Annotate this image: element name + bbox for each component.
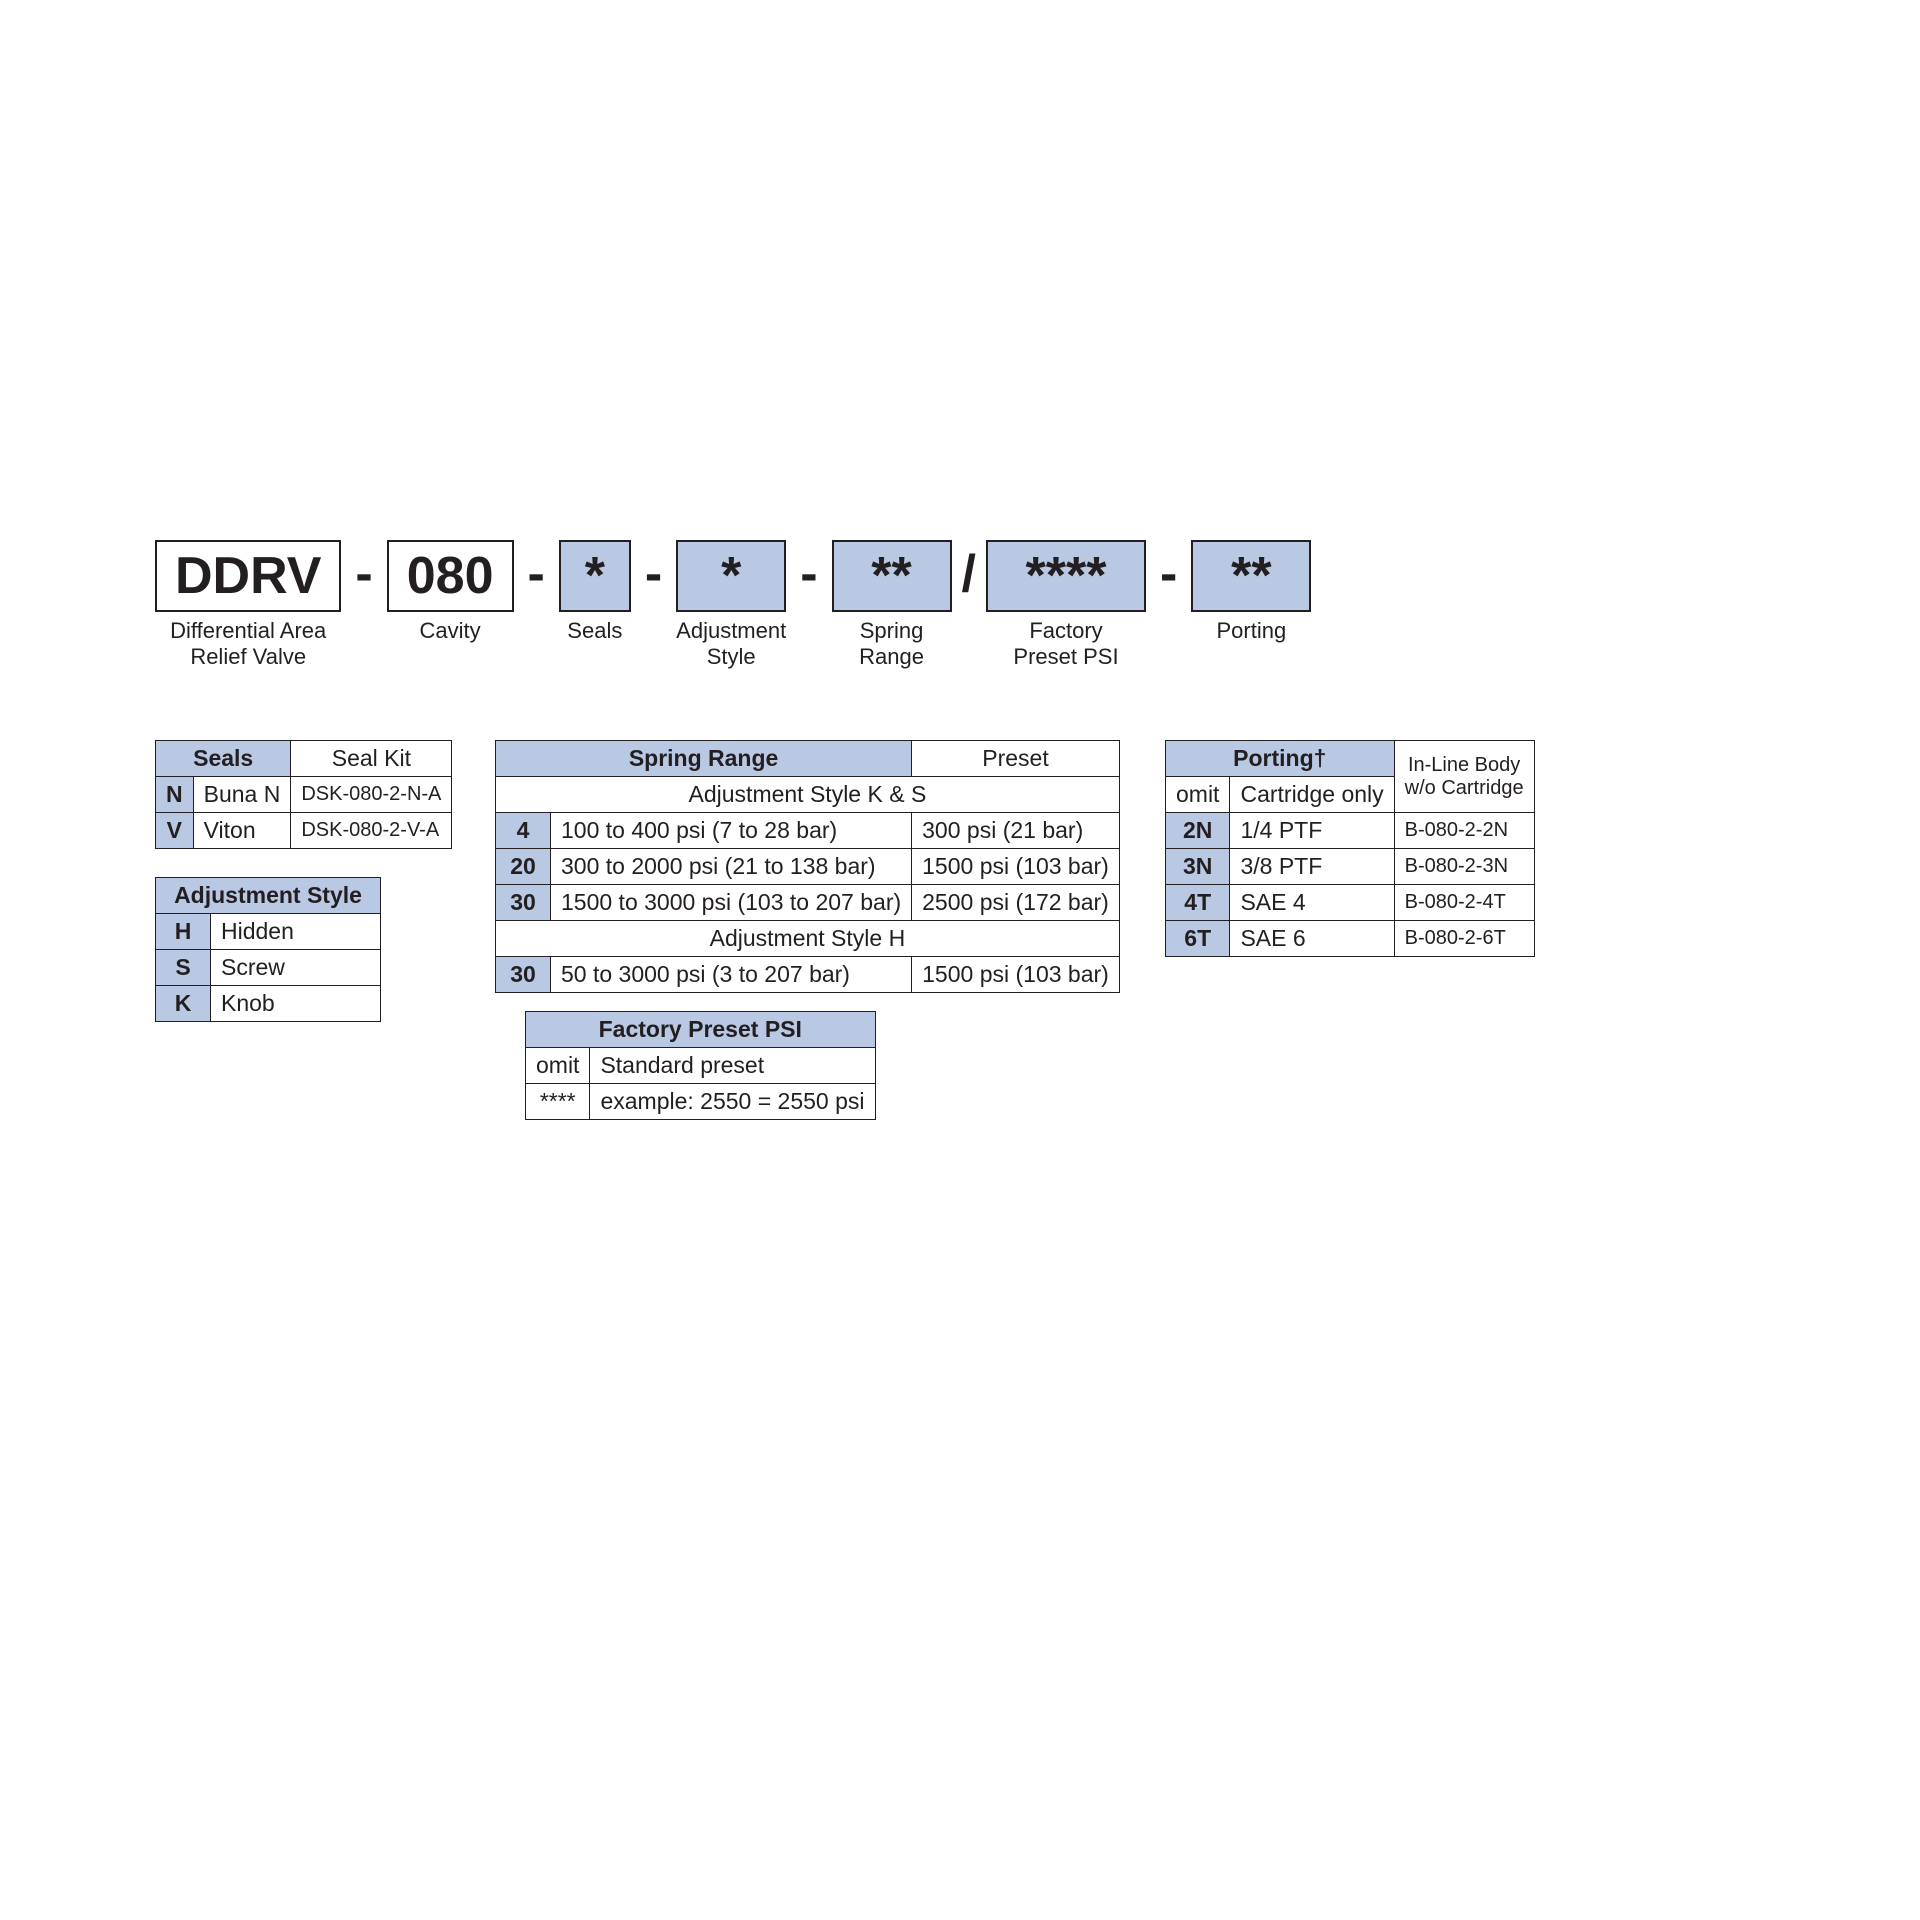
seg-cavity: 080 Cavity: [387, 540, 514, 644]
page: DDRV Differential Area Relief Valve - 08…: [0, 0, 1920, 1920]
label-cavity: Cavity: [420, 618, 481, 644]
table-row: 30 50 to 3000 psi (3 to 207 bar) 1500 ps…: [496, 957, 1120, 993]
label-seals: Seals: [567, 618, 622, 644]
middle-column: Spring Range Preset Adjustment Style K &…: [495, 740, 1120, 1120]
label-porting: Porting: [1216, 618, 1286, 644]
table-row: 4T SAE 4 B-080-2-4T: [1166, 885, 1535, 921]
dash-icon: -: [341, 540, 386, 600]
table-row: 4 100 to 400 psi (7 to 28 bar) 300 psi (…: [496, 813, 1120, 849]
seals-header: Seals: [156, 741, 291, 777]
label-ddrv: Differential Area Relief Valve: [170, 618, 326, 671]
table-row: S Screw: [156, 950, 381, 986]
sealkit-header: Seal Kit: [291, 741, 452, 777]
spring-sub-h: Adjustment Style H: [496, 921, 1120, 957]
box-seals: *: [559, 540, 631, 612]
seg-ddrv: DDRV Differential Area Relief Valve: [155, 540, 341, 671]
dash-icon: -: [1146, 540, 1191, 600]
table-row: N Buna N DSK-080-2-N-A: [156, 777, 452, 813]
table-row: 3N 3/8 PTF B-080-2-3N: [1166, 849, 1535, 885]
table-row: V Viton DSK-080-2-V-A: [156, 813, 452, 849]
factory-header: Factory Preset PSI: [526, 1012, 876, 1048]
right-column: Porting† In-Line Body w/o Cartridge omit…: [1165, 740, 1535, 957]
spring-table: Spring Range Preset Adjustment Style K &…: [495, 740, 1120, 993]
table-row: H Hidden: [156, 914, 381, 950]
table-row: **** example: 2550 = 2550 psi: [526, 1084, 876, 1120]
adjstyle-header: Adjustment Style: [156, 878, 381, 914]
preset-header: Preset: [912, 741, 1120, 777]
label-factory: Factory Preset PSI: [1013, 618, 1118, 671]
box-adjstyle: *: [676, 540, 786, 612]
porting-header: Porting†: [1166, 741, 1395, 777]
spring-header: Spring Range: [496, 741, 912, 777]
seg-adjstyle: * Adjustment Style: [676, 540, 786, 671]
table-row: 30 1500 to 3000 psi (103 to 207 bar) 250…: [496, 885, 1120, 921]
box-factory: ****: [986, 540, 1146, 612]
label-spring: Spring Range: [859, 618, 924, 671]
seg-seals: * Seals: [559, 540, 631, 644]
seals-table: Seals Seal Kit N Buna N DSK-080-2-N-A V …: [155, 740, 452, 849]
seg-factory: **** Factory Preset PSI: [986, 540, 1146, 671]
left-column: Seals Seal Kit N Buna N DSK-080-2-N-A V …: [155, 740, 452, 1022]
spring-sub-ks: Adjustment Style K & S: [496, 777, 1120, 813]
label-adjstyle: Adjustment Style: [676, 618, 786, 671]
dash-icon: -: [786, 540, 831, 600]
dash-icon: -: [631, 540, 676, 600]
dash-icon: -: [514, 540, 559, 600]
box-cavity: 080: [387, 540, 514, 612]
slash-icon: /: [952, 540, 986, 600]
table-row: 2N 1/4 PTF B-080-2-2N: [1166, 813, 1535, 849]
seg-spring: ** Spring Range: [832, 540, 952, 671]
adjstyle-table: Adjustment Style H Hidden S Screw K Knob: [155, 877, 381, 1022]
table-row: omit Standard preset: [526, 1048, 876, 1084]
box-ddrv: DDRV: [155, 540, 341, 612]
body-header: In-Line Body w/o Cartridge: [1394, 741, 1534, 813]
box-spring: **: [832, 540, 952, 612]
table-row: K Knob: [156, 986, 381, 1022]
table-row: 6T SAE 6 B-080-2-6T: [1166, 921, 1535, 957]
part-number-row: DDRV Differential Area Relief Valve - 08…: [155, 540, 1311, 671]
porting-table: Porting† In-Line Body w/o Cartridge omit…: [1165, 740, 1535, 957]
box-porting: **: [1191, 540, 1311, 612]
seg-porting: ** Porting: [1191, 540, 1311, 644]
table-row: 20 300 to 2000 psi (21 to 138 bar) 1500 …: [496, 849, 1120, 885]
factory-table: Factory Preset PSI omit Standard preset …: [525, 1011, 876, 1120]
